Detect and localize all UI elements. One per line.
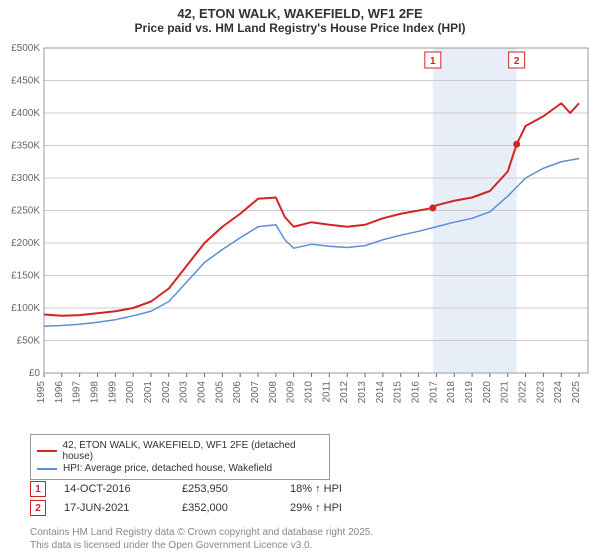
svg-text:2020: 2020 bbox=[482, 381, 493, 404]
svg-text:1: 1 bbox=[430, 56, 436, 67]
svg-text:2019: 2019 bbox=[464, 381, 475, 404]
svg-text:2009: 2009 bbox=[286, 381, 297, 404]
legend-box: 42, ETON WALK, WAKEFIELD, WF1 2FE (detac… bbox=[30, 434, 330, 480]
svg-text:2025: 2025 bbox=[571, 381, 582, 404]
sale-date: 17-JUN-2021 bbox=[64, 502, 164, 514]
sales-row: 1 14-OCT-2016 £253,950 18% ↑ HPI bbox=[30, 481, 570, 497]
svg-text:£200K: £200K bbox=[11, 238, 40, 249]
sale-marker-icon: 1 bbox=[30, 481, 46, 497]
svg-text:2001: 2001 bbox=[143, 381, 154, 404]
sale-price: £253,950 bbox=[182, 483, 272, 495]
legend-swatch bbox=[37, 450, 57, 452]
svg-text:2000: 2000 bbox=[125, 381, 136, 404]
title-line-2: Price paid vs. HM Land Registry's House … bbox=[0, 21, 600, 35]
svg-text:1999: 1999 bbox=[107, 381, 118, 404]
footer-line-1: Contains HM Land Registry data © Crown c… bbox=[30, 526, 570, 539]
svg-text:2011: 2011 bbox=[321, 381, 332, 403]
svg-text:2006: 2006 bbox=[232, 381, 243, 404]
svg-text:2013: 2013 bbox=[357, 381, 368, 404]
svg-text:2002: 2002 bbox=[161, 381, 172, 404]
sales-row: 2 17-JUN-2021 £352,000 29% ↑ HPI bbox=[30, 500, 570, 516]
legend-item: HPI: Average price, detached house, Wake… bbox=[37, 463, 323, 474]
svg-text:2021: 2021 bbox=[500, 381, 511, 404]
svg-text:2007: 2007 bbox=[250, 381, 261, 404]
svg-text:2015: 2015 bbox=[393, 381, 404, 404]
svg-text:2008: 2008 bbox=[268, 381, 279, 404]
svg-text:2016: 2016 bbox=[411, 381, 422, 404]
legend-swatch bbox=[37, 468, 57, 470]
svg-text:1995: 1995 bbox=[36, 381, 47, 404]
svg-text:£400K: £400K bbox=[11, 108, 40, 119]
chart-area: £0 £50K £100K £150K £200K £250K £300K £350K £400… bbox=[0, 42, 600, 427]
svg-text:£50K: £50K bbox=[17, 336, 41, 347]
sale-date: 14-OCT-2016 bbox=[64, 483, 164, 495]
legend-item: 42, ETON WALK, WAKEFIELD, WF1 2FE (detac… bbox=[37, 440, 323, 462]
svg-text:£350K: £350K bbox=[11, 141, 40, 152]
svg-text:1997: 1997 bbox=[72, 381, 83, 404]
svg-text:2003: 2003 bbox=[179, 381, 190, 404]
svg-text:£500K: £500K bbox=[11, 43, 40, 54]
svg-text:2014: 2014 bbox=[375, 381, 386, 404]
svg-text:2017: 2017 bbox=[428, 381, 439, 404]
legend-label: HPI: Average price, detached house, Wake… bbox=[63, 463, 272, 474]
sale-diff: 18% ↑ HPI bbox=[290, 483, 390, 495]
svg-text:2022: 2022 bbox=[518, 381, 529, 404]
svg-text:1998: 1998 bbox=[90, 381, 101, 404]
sale-diff: 29% ↑ HPI bbox=[290, 502, 390, 514]
title-line-1: 42, ETON WALK, WAKEFIELD, WF1 2FE bbox=[0, 6, 600, 21]
footer-attribution: Contains HM Land Registry data © Crown c… bbox=[30, 526, 570, 552]
svg-text:2023: 2023 bbox=[535, 381, 546, 404]
svg-text:£300K: £300K bbox=[11, 173, 40, 184]
svg-text:1996: 1996 bbox=[54, 381, 65, 404]
footer-line-2: This data is licensed under the Open Gov… bbox=[30, 539, 570, 552]
svg-text:£450K: £450K bbox=[11, 76, 40, 87]
svg-text:£250K: £250K bbox=[11, 206, 40, 217]
svg-text:2: 2 bbox=[514, 56, 520, 67]
sale-price: £352,000 bbox=[182, 502, 272, 514]
chart-container: 42, ETON WALK, WAKEFIELD, WF1 2FE Price … bbox=[0, 0, 600, 560]
svg-text:£0: £0 bbox=[29, 368, 41, 379]
svg-text:2005: 2005 bbox=[214, 381, 225, 404]
svg-text:2010: 2010 bbox=[304, 381, 315, 404]
sale-marker-icon: 2 bbox=[30, 500, 46, 516]
sales-table: 1 14-OCT-2016 £253,950 18% ↑ HPI 2 17-JU… bbox=[30, 478, 570, 519]
chart-svg: £0 £50K £100K £150K £200K £250K £300K £350K £400… bbox=[0, 42, 600, 427]
svg-text:2004: 2004 bbox=[197, 381, 208, 404]
svg-text:£100K: £100K bbox=[11, 303, 40, 314]
title-block: 42, ETON WALK, WAKEFIELD, WF1 2FE Price … bbox=[0, 0, 600, 37]
legend-label: 42, ETON WALK, WAKEFIELD, WF1 2FE (detac… bbox=[63, 440, 323, 462]
svg-text:2018: 2018 bbox=[446, 381, 457, 404]
svg-text:2012: 2012 bbox=[339, 381, 350, 404]
svg-text:£150K: £150K bbox=[11, 271, 40, 282]
svg-text:2024: 2024 bbox=[553, 381, 564, 404]
